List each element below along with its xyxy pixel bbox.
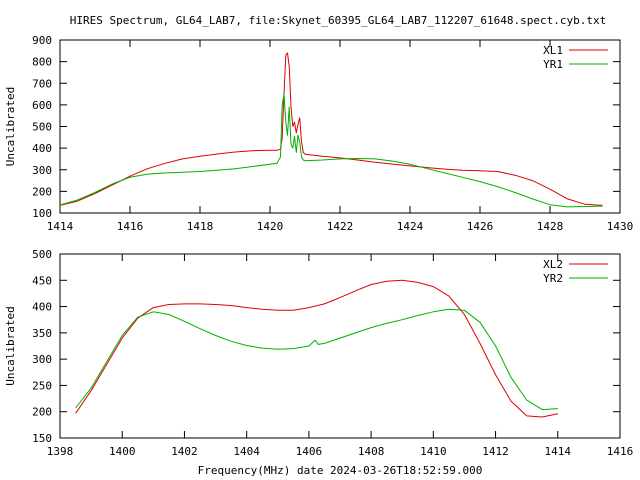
x-axis-label: Frequency(MHz) date 2024-03-26T18:52:59.… (198, 464, 483, 477)
y-tick-label: 500 (32, 248, 52, 261)
top-panel-xl1-yr1: 100 200 300 400 500 600 700 800 900 1414 1416 1418 1… (4, 34, 633, 233)
y-tick-label: 400 (32, 142, 52, 155)
y-tick-label: 200 (32, 185, 52, 198)
x-tick-label: 1422 (327, 220, 354, 233)
y-tick-label: 300 (32, 164, 52, 177)
series-line-xl1 (59, 52, 603, 206)
plot-frame (59, 253, 621, 439)
y-axis-label: Uncalibrated (4, 87, 17, 166)
y-tick-label: 700 (32, 77, 52, 90)
x-tick-label: 1398 (47, 445, 74, 458)
legend-label-yr1: YR1 (543, 58, 563, 71)
x-tick-label: 1428 (537, 220, 564, 233)
y-tick-label: 600 (32, 99, 52, 112)
y-tick-label: 200 (32, 406, 52, 419)
x-tick-label: 1400 (109, 445, 136, 458)
series-line-yr2 (75, 308, 558, 411)
x-tick-label: 1414 (47, 220, 74, 233)
plot-frame (59, 39, 621, 214)
y-tick-label: 250 (32, 379, 52, 392)
series-line-yr1 (59, 93, 603, 208)
y-tick-label: 450 (32, 274, 52, 287)
legend-label-yr2: YR2 (543, 272, 563, 285)
y-tick-label: 800 (32, 56, 52, 69)
y-tick-label: 300 (32, 353, 52, 366)
bottom-panel-xl2-yr2: 150 200 250 300 350 400 450 500 1398 1400 1402 1404… (4, 248, 633, 477)
x-tick-label: 1410 (420, 445, 447, 458)
x-tick-label: 1418 (187, 220, 214, 233)
x-tick-label: 1416 (117, 220, 144, 233)
legend-label-xl2: XL2 (543, 258, 563, 271)
x-tick-label: 1420 (257, 220, 284, 233)
x-tick-label: 1430 (607, 220, 634, 233)
y-tick-label: 400 (32, 301, 52, 314)
y-tick-label: 900 (32, 34, 52, 47)
x-tick-label: 1408 (358, 445, 385, 458)
x-tick-label: 1406 (296, 445, 323, 458)
y-tick-label: 500 (32, 121, 52, 134)
x-tick-label: 1414 (545, 445, 572, 458)
x-tick-label: 1404 (233, 445, 260, 458)
figure-title: HIRES Spectrum, GL64_LAB7, file:Skynet_6… (70, 14, 606, 27)
legend-label-xl1: XL1 (543, 44, 563, 57)
y-tick-label: 350 (32, 327, 52, 340)
x-tick-label: 1424 (397, 220, 424, 233)
y-tick-label: 100 (32, 207, 52, 220)
series-line-xl2 (75, 279, 558, 418)
x-tick-label: 1402 (171, 445, 198, 458)
y-axis-label: Uncalibrated (4, 306, 17, 385)
x-tick-label: 1426 (467, 220, 494, 233)
x-tick-label: 1412 (482, 445, 509, 458)
x-tick-label: 1416 (607, 445, 634, 458)
y-tick-label: 150 (32, 432, 52, 445)
